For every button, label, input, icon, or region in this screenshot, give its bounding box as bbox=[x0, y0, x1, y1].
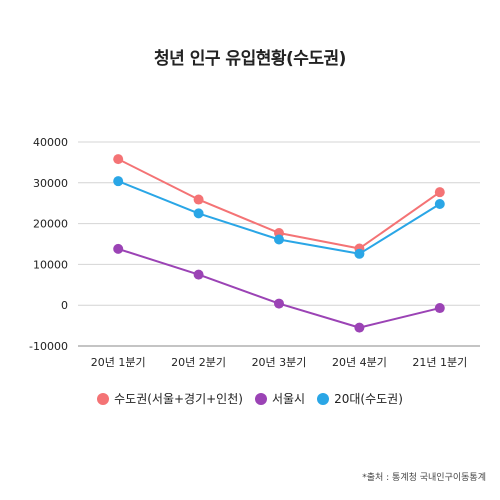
y-tick-label: -10000 bbox=[29, 340, 68, 353]
legend-item-metro: 수도권(서울+경기+인천) bbox=[97, 390, 243, 407]
data-point-2-4 bbox=[434, 199, 445, 210]
source-note: *출처 : 통계청 국내인구이동통계 bbox=[362, 473, 486, 483]
data-point-1-4 bbox=[434, 303, 445, 314]
x-tick-label: 20년 3분기 bbox=[252, 356, 307, 369]
x-tick-label: 20년 1분기 bbox=[91, 356, 146, 369]
data-point-2-0 bbox=[113, 176, 124, 187]
y-tick-label: 0 bbox=[61, 299, 68, 312]
data-point-0-4 bbox=[434, 187, 445, 198]
data-point-1-1 bbox=[193, 269, 204, 280]
y-tick-label: 20000 bbox=[33, 218, 68, 231]
legend-marker-seoul bbox=[254, 392, 267, 405]
legend-label-metro: 수도권(서울+경기+인천) bbox=[114, 392, 243, 406]
data-point-0-0 bbox=[113, 154, 124, 165]
data-point-2-2 bbox=[274, 234, 284, 245]
legend-item-20s: 20대(수도권) bbox=[317, 390, 403, 407]
data-point-1-3 bbox=[354, 322, 365, 333]
legend-label-20s: 20대(수도권) bbox=[334, 392, 403, 406]
data-point-1-2 bbox=[274, 298, 284, 309]
chart-title: 청년 인구 유입현황(수도권) bbox=[154, 49, 346, 69]
x-tick-label: 20년 4분기 bbox=[332, 356, 387, 369]
legend: 수도권(서울+경기+인천) 서울시 20대(수도권) bbox=[0, 390, 500, 407]
legend-item-seoul: 서울시 bbox=[254, 390, 306, 407]
x-tick-label: 21년 1분기 bbox=[412, 356, 467, 369]
x-tick-label: 20년 2분기 bbox=[171, 356, 226, 369]
data-point-2-3 bbox=[354, 248, 365, 259]
y-tick-label: 30000 bbox=[33, 177, 68, 190]
legend-marker-20s bbox=[317, 392, 330, 405]
data-point-2-1 bbox=[193, 208, 204, 219]
y-tick-label: 40000 bbox=[33, 136, 68, 149]
series-line-1 bbox=[117, 247, 441, 329]
legend-label-seoul: 서울시 bbox=[271, 392, 306, 406]
legend-marker-metro bbox=[97, 392, 110, 405]
data-point-0-1 bbox=[193, 194, 204, 205]
y-tick-label: 10000 bbox=[33, 258, 68, 271]
data-point-1-0 bbox=[113, 243, 124, 254]
